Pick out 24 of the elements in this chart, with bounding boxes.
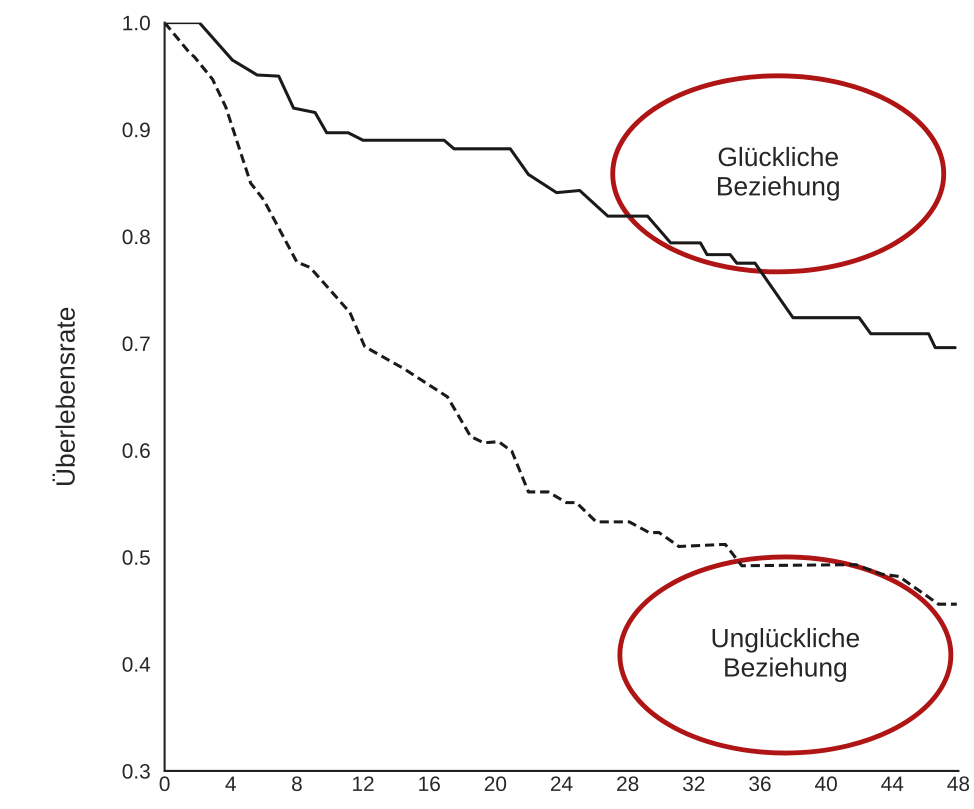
x-tick-label: 32 — [683, 776, 704, 792]
y-tick-label: 0.4 — [122, 657, 150, 672]
x-tick-label: 0 — [160, 776, 170, 792]
y-tick-label: 0.6 — [122, 443, 150, 458]
y-tick-label: 0.9 — [122, 122, 150, 138]
y-tick-label: 1.0 — [123, 16, 150, 30]
x-tick-label: 4 — [225, 776, 236, 791]
y-tick-label: 0.8 — [122, 229, 150, 244]
x-tick-label: 16 — [419, 776, 440, 792]
annotation: Glückliche Beziehung — [718, 146, 839, 201]
y-axis-title: Überlebensrate — [52, 308, 75, 485]
x-tick-label: 40 — [815, 776, 837, 792]
y-tick-label: 0.7 — [122, 336, 150, 352]
y-tick-label: 0.5 — [122, 550, 150, 565]
annotation: Unglückliche Beziehung — [712, 628, 859, 682]
x-tick-label: 24 — [550, 776, 572, 791]
x-tick-label: 44 — [881, 776, 904, 791]
x-tick-label: 48 — [947, 776, 970, 792]
x-tick-label: 8 — [292, 776, 302, 792]
x-tick-label: 12 — [353, 776, 374, 791]
x-tick-label: 28 — [617, 776, 638, 792]
y-tick-label: 0.3 — [122, 764, 150, 779]
x-tick-label: 36 — [749, 776, 771, 792]
x-tick-label: 20 — [484, 776, 506, 792]
